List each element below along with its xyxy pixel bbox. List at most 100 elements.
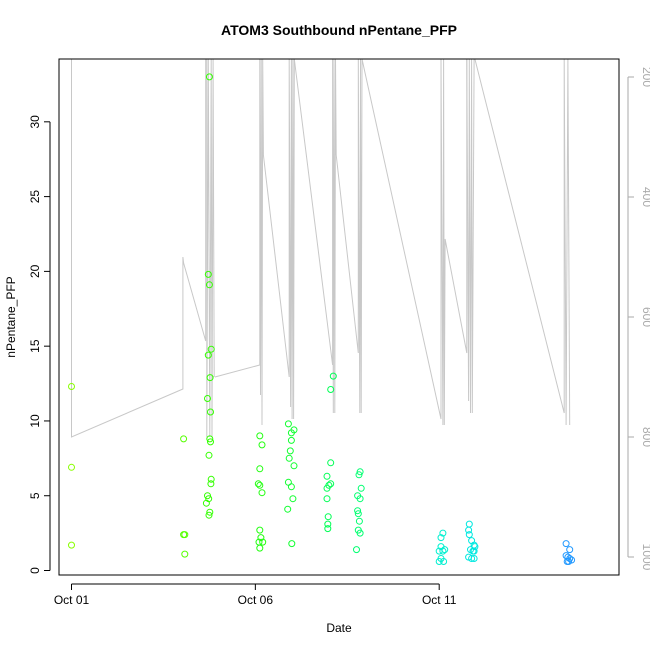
- data-point-39: [287, 436, 295, 444]
- y-tick-label-5: 5: [28, 492, 42, 499]
- data-point-19: [207, 480, 215, 488]
- data-point-56: [324, 513, 332, 521]
- data-point-14: [207, 408, 214, 416]
- right-tick-label-400: 400: [640, 187, 650, 207]
- y-tick-label-25: 25: [28, 190, 42, 204]
- data-point-91: [562, 540, 570, 548]
- data-point-16: [207, 438, 214, 446]
- right-tick-label-200: 200: [640, 67, 650, 87]
- data-point-2: [68, 541, 75, 549]
- right-tick-label-1000: 1000: [640, 544, 650, 571]
- data-point-3: [180, 435, 188, 443]
- y-tick-label-20: 20: [28, 264, 42, 278]
- y-axis: 0 5 10 15 20 25 30: [28, 115, 51, 574]
- data-point-28: [254, 480, 262, 488]
- data-point-30: [258, 489, 266, 497]
- altitude-line-2: [214, 58, 264, 426]
- altitude-line-8: [474, 58, 571, 426]
- chart-title: ATOM3 Southbound nPentane_PFP: [221, 22, 457, 38]
- data-point-80: [465, 526, 473, 534]
- data-point-61: [357, 484, 365, 492]
- data-point-79: [465, 520, 473, 528]
- data-point-42: [290, 462, 298, 470]
- right-tick-label-800: 800: [640, 427, 650, 447]
- data-point-74: [435, 547, 443, 555]
- data-point-6: [181, 550, 189, 558]
- data-point-46: [284, 505, 292, 513]
- data-point-71: [437, 534, 445, 542]
- data-point-9: [205, 281, 213, 289]
- y-tick-label-10: 10: [28, 414, 42, 428]
- data-point-52: [327, 480, 335, 488]
- data-point-33: [259, 538, 267, 546]
- data-point-89: [468, 555, 476, 562]
- data-point-8: [204, 270, 212, 278]
- y-axis-label: nPentane_PFP: [4, 276, 18, 357]
- secondary-y-axis: 200 400 600 800 1000: [627, 67, 650, 571]
- altitude-line-5: [335, 58, 363, 414]
- data-point-54: [323, 484, 331, 492]
- data-point-75: [439, 547, 447, 555]
- data-point-58: [324, 525, 332, 533]
- x-axis: Oct 01 Oct 06 Oct 11: [54, 583, 457, 607]
- data-point-49: [327, 386, 335, 393]
- data-point-41: [285, 454, 293, 462]
- data-point-44: [287, 483, 295, 491]
- data-point-60: [355, 471, 363, 479]
- y-tick-label-15: 15: [28, 339, 42, 353]
- data-point-36: [284, 420, 292, 428]
- altitude-line-6: [361, 58, 468, 426]
- y-tick-label-30: 30: [28, 115, 42, 129]
- data-point-27: [256, 465, 264, 473]
- x-tick-label-0: Oct 01: [54, 593, 90, 607]
- data-point-35: [256, 544, 264, 552]
- data-point-47: [288, 540, 296, 548]
- data-point-98: [565, 558, 573, 565]
- data-point-1: [68, 463, 75, 471]
- altitude-line-1: [206, 58, 215, 438]
- data-point-18: [207, 475, 215, 483]
- right-tick-label-600: 600: [640, 307, 650, 327]
- data-point-66: [355, 517, 363, 525]
- data-point-77: [435, 558, 443, 565]
- data-point-26: [258, 441, 266, 449]
- altitude-line-4: [293, 58, 337, 414]
- data-point-45: [289, 495, 297, 503]
- data-point-10: [207, 345, 215, 353]
- data-point-22: [202, 499, 210, 507]
- x-tick-label-1: Oct 06: [238, 593, 274, 607]
- plot-frame: [58, 58, 620, 576]
- data-point-63: [356, 495, 364, 503]
- data-point-15: [206, 435, 214, 443]
- data-point-81: [465, 531, 473, 539]
- data-point-29: [256, 481, 264, 489]
- data-point-13: [204, 395, 211, 402]
- data-point-87: [470, 547, 478, 555]
- altitude-trace: [71, 58, 571, 438]
- data-point-23: [206, 508, 214, 516]
- data-point-78: [440, 558, 448, 565]
- data-point-0: [68, 383, 75, 390]
- data-point-31: [256, 526, 264, 534]
- data-point-12: [206, 374, 214, 382]
- altitude-line-7: [466, 58, 475, 414]
- data-point-17: [205, 451, 213, 459]
- data-point-64: [354, 507, 362, 515]
- altitude-line-0: [71, 59, 207, 438]
- data-point-24: [205, 511, 213, 519]
- data-point-92: [566, 546, 574, 554]
- data-point-69: [353, 546, 360, 554]
- data-point-40: [286, 447, 294, 455]
- data-point-90: [470, 555, 478, 562]
- data-point-38: [287, 429, 295, 437]
- y-tick-label-0: 0: [28, 567, 42, 574]
- data-point-59: [356, 468, 364, 476]
- data-point-48: [329, 372, 337, 380]
- x-tick-label-2: Oct 11: [422, 593, 457, 607]
- x-axis-label: Date: [326, 621, 352, 635]
- data-point-57: [324, 520, 332, 528]
- data-point-50: [327, 459, 335, 467]
- altitude-line-3: [262, 58, 295, 420]
- data-point-25: [256, 432, 264, 440]
- data-points: [68, 73, 576, 565]
